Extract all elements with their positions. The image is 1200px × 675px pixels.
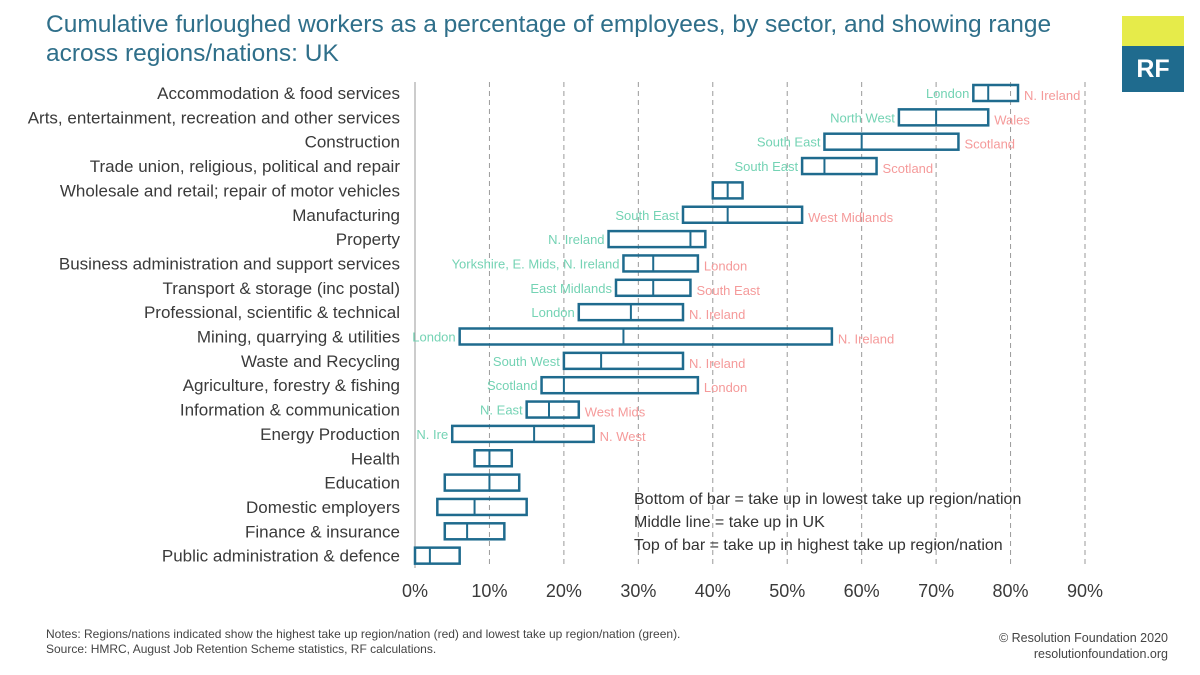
low-region-label: Yorkshire, E. Mids, N. Ireland xyxy=(452,256,620,271)
category-label: Professional, scientific & technical xyxy=(144,303,400,322)
range-bar xyxy=(458,327,834,346)
category-label: Wholesale and retail; repair of motor ve… xyxy=(60,181,400,200)
range-bar xyxy=(540,375,700,395)
x-tick-label: 80% xyxy=(993,581,1029,601)
chart-notes: Notes: Regions/nations indicated show th… xyxy=(46,627,680,657)
low-region-label: N. East xyxy=(480,403,523,418)
range-bar xyxy=(436,497,528,517)
credit: © Resolution Foundation 2020 resolutionf… xyxy=(999,630,1168,662)
category-label: Mining, quarrying & utilities xyxy=(197,328,400,347)
low-region-label: N. Ireland xyxy=(548,232,604,247)
category-label: Energy Production xyxy=(260,425,400,444)
category-label: Construction xyxy=(305,133,400,152)
low-region-label: London xyxy=(412,330,455,345)
range-bar xyxy=(823,132,960,151)
range-bar xyxy=(413,546,461,565)
chart-title: Cumulative furloughed workers as a perce… xyxy=(46,11,1052,67)
range-bar xyxy=(562,351,685,371)
high-region-label: Scotland xyxy=(964,137,1015,152)
low-region-label: North West xyxy=(830,110,895,125)
range-bar xyxy=(450,424,595,444)
legend-middle-line: Middle line = take up in UK xyxy=(634,514,825,531)
website-text: resolutionfoundation.org xyxy=(1033,647,1168,661)
high-region-label: N. Ireland xyxy=(689,307,745,322)
high-region-label: N. Ireland xyxy=(838,332,894,347)
range-bar xyxy=(800,156,878,176)
range-bar xyxy=(972,83,1020,103)
range-bar xyxy=(443,473,521,492)
high-region-label: N. Ireland xyxy=(689,356,745,371)
low-region-label: London xyxy=(531,305,574,320)
low-region-label: South West xyxy=(493,354,560,369)
category-label: Manufacturing xyxy=(292,206,400,225)
category-label: Transport & storage (inc postal) xyxy=(163,279,400,298)
range-bar xyxy=(622,254,700,273)
x-tick-label: 0% xyxy=(402,581,428,601)
logo-text: RF xyxy=(1122,46,1184,92)
high-region-label: West Mids xyxy=(585,405,646,420)
category-label: Arts, entertainment, recreation and othe… xyxy=(28,108,400,127)
x-tick-label: 10% xyxy=(471,581,507,601)
range-bar xyxy=(473,449,514,468)
high-region-label: London xyxy=(704,380,747,395)
high-region-label: N. West xyxy=(600,429,646,444)
x-tick-label: 20% xyxy=(546,581,582,601)
range-bar xyxy=(897,108,990,127)
rf-logo: RF xyxy=(1122,16,1184,92)
x-tick-label: 50% xyxy=(769,581,805,601)
x-tick-label: 40% xyxy=(695,581,731,601)
x-tick-label: 90% xyxy=(1067,581,1103,601)
low-region-label: East Midlands xyxy=(530,281,612,296)
x-tick-label: 70% xyxy=(918,581,954,601)
x-tick-label: 60% xyxy=(844,581,880,601)
notes-text: Notes: Regions/nations indicated show th… xyxy=(46,627,681,641)
category-label: Business administration and support serv… xyxy=(59,254,400,273)
category-label: Accommodation & food services xyxy=(157,84,400,103)
range-bar xyxy=(443,522,506,541)
low-region-label: London xyxy=(926,86,969,101)
low-region-label: N. Ire xyxy=(416,427,448,442)
high-region-label: Wales xyxy=(994,112,1030,127)
copyright-text: © Resolution Foundation 2020 xyxy=(998,631,1168,645)
high-region-label: West Midlands xyxy=(808,210,894,225)
high-region-label: South East xyxy=(696,283,760,298)
low-region-label: South East xyxy=(757,135,821,150)
legend-top-line: Top of bar = take up in highest take up … xyxy=(634,537,1003,554)
high-region-label: Scotland xyxy=(883,161,934,176)
category-label: Agriculture, forestry & fishing xyxy=(183,376,400,395)
range-bar xyxy=(607,229,707,249)
category-label: Health xyxy=(351,449,400,468)
legend-bottom-line: Bottom of bar = take up in lowest take u… xyxy=(634,491,1022,508)
category-label: Finance & insurance xyxy=(245,522,400,541)
category-label: Public administration & defence xyxy=(162,547,400,566)
chart-legend: Bottom of bar = take up in lowest take u… xyxy=(634,488,1021,557)
range-bar xyxy=(525,400,581,419)
high-region-label: N. Ireland xyxy=(1024,88,1080,103)
category-label: Domestic employers xyxy=(246,498,400,517)
category-label: Property xyxy=(336,230,401,249)
low-region-label: South East xyxy=(615,208,679,223)
category-label: Information & communication xyxy=(180,401,400,420)
category-label: Trade union, religious, political and re… xyxy=(90,157,401,176)
low-region-label: Scotland xyxy=(487,378,538,393)
x-tick-label: 30% xyxy=(620,581,656,601)
category-label: Waste and Recycling xyxy=(241,352,400,371)
high-region-label: London xyxy=(704,258,747,273)
logo-accent xyxy=(1122,16,1184,46)
source-text: Source: HMRC, August Job Retention Schem… xyxy=(46,642,437,656)
range-bar xyxy=(681,205,804,224)
category-label: Education xyxy=(324,474,400,493)
low-region-label: South East xyxy=(735,159,799,174)
